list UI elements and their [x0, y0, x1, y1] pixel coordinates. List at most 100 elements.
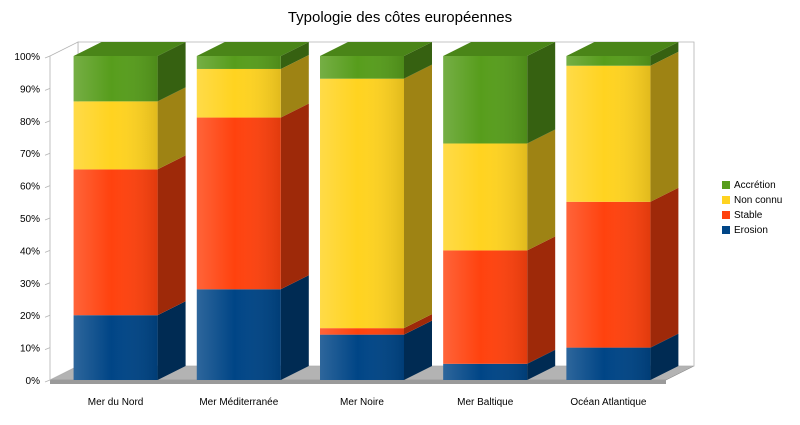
y-tick-label: 0% [26, 376, 41, 387]
bar-front-shade [196, 68, 281, 118]
bar-segment [196, 275, 309, 380]
y-tick-mark [44, 55, 51, 59]
y-tick-mark [44, 347, 51, 350]
x-category-label: Mer Baltique [457, 397, 514, 408]
x-category-label: Mer Méditerranée [199, 397, 278, 408]
y-tick-label: 50% [20, 214, 40, 225]
floor-edge [50, 380, 666, 384]
y-tick-label: 40% [20, 246, 40, 257]
bar-front-shade [73, 169, 158, 316]
bar-front-shade [320, 334, 404, 380]
bar-segment [320, 64, 432, 329]
bar-front-shade [196, 117, 281, 290]
y-tick-mark [44, 217, 51, 221]
bar-segment [320, 320, 432, 380]
bar-side [404, 64, 432, 329]
chart-title: Typologie des côtes européennes [288, 9, 512, 26]
bar-side [404, 314, 432, 335]
legend-label: Stable [734, 210, 763, 221]
bar-front-shade [443, 363, 528, 380]
bar-front-shade [196, 289, 281, 380]
bar-segment [566, 42, 679, 66]
legend-swatch [722, 226, 730, 234]
bar-side [527, 42, 556, 144]
legend-label: Accrétion [734, 180, 776, 191]
bar-front-shade [443, 250, 528, 364]
bar-side [280, 54, 309, 118]
bar-segment [443, 236, 556, 364]
bar-top [320, 42, 432, 56]
bar-segment [73, 155, 186, 316]
bar-front-shade [566, 65, 651, 202]
bar-front-shade [320, 56, 404, 79]
bar-front-shade [196, 56, 281, 69]
legend-label: Erosion [734, 225, 768, 236]
y-tick-label: 100% [14, 52, 40, 63]
x-category-label: Océan Atlantique [570, 397, 647, 408]
bar-side [650, 51, 679, 202]
bar-segment [196, 103, 309, 290]
bar-side [280, 103, 309, 290]
bar-side [157, 42, 186, 102]
bar-segment [566, 333, 679, 380]
bar-top [443, 42, 556, 56]
bar-side [404, 42, 432, 79]
bar-front-shade [443, 56, 528, 144]
bar-front-shade [566, 201, 651, 348]
bar-side [650, 333, 679, 380]
bar-side [527, 236, 556, 364]
bar-side [404, 320, 432, 380]
bar-side [527, 129, 556, 251]
legend-swatch [722, 196, 730, 204]
bar-front-shade [443, 143, 528, 251]
y-tick-mark [44, 282, 51, 286]
bar-side [280, 42, 309, 69]
y-tick-label: 90% [20, 84, 40, 95]
y-axis-ticks: 0% 10% 20% 30% 40% 50% 60% 70% 80% 90% 100% [14, 52, 51, 387]
bar-front-shade [566, 56, 651, 66]
bar-segment [320, 42, 432, 79]
bar-front-shade [73, 56, 158, 102]
y-tick-label: 60% [20, 182, 40, 193]
y-tick-mark [44, 152, 51, 156]
bar-segment [566, 187, 679, 348]
y-tick-label: 30% [20, 279, 40, 290]
bar-side [280, 275, 309, 380]
y-tick-mark [44, 250, 51, 253]
y-tick-mark [44, 185, 51, 188]
y-tick-mark [44, 379, 51, 383]
bar-top [566, 42, 679, 56]
bar-segment [196, 42, 309, 69]
bar-front-shade [320, 328, 404, 335]
y-tick-mark [44, 88, 51, 91]
bar-segment [443, 349, 556, 380]
bar-segment [566, 51, 679, 202]
bar-front-shade [73, 101, 158, 170]
bar-top [73, 42, 186, 56]
bar-side [157, 301, 186, 380]
bar-segment [443, 129, 556, 251]
legend-swatch [722, 181, 730, 189]
bar-segment [320, 314, 432, 335]
legend-label: Non connu [734, 195, 782, 206]
y-tick-label: 80% [20, 117, 40, 128]
bar-front-shade [320, 78, 404, 329]
bar-side [157, 87, 186, 170]
bar-side [527, 349, 556, 380]
bar-segment [73, 87, 186, 170]
bar-side [157, 155, 186, 316]
x-category-label: Mer du Nord [88, 397, 144, 408]
bar-segment [443, 42, 556, 144]
bar-segment [196, 54, 309, 118]
bar-side [650, 187, 679, 348]
bar-side [650, 42, 679, 66]
legend-swatch [722, 211, 730, 219]
y-tick-mark [44, 120, 51, 124]
bar-group [73, 42, 679, 380]
y-tick-label: 20% [20, 311, 40, 322]
y-tick-mark [44, 314, 51, 318]
y-tick-label: 10% [20, 344, 40, 355]
bar-front-shade [73, 315, 158, 380]
y-tick-label: 70% [20, 149, 40, 160]
